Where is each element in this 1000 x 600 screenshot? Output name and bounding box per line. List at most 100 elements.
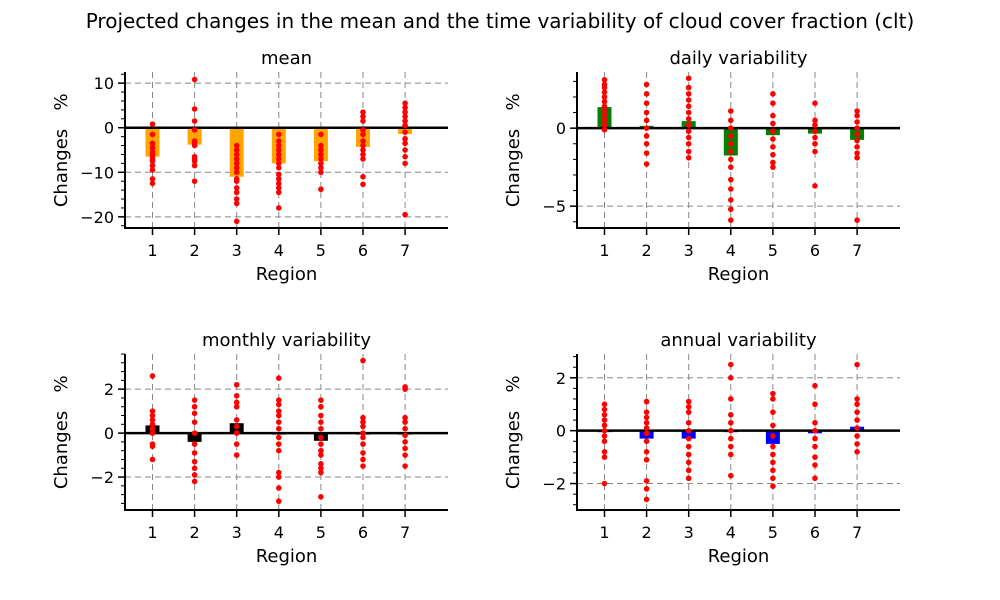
x-axis-label: Region [256, 264, 318, 285]
model-point [854, 125, 860, 131]
model-point [276, 156, 282, 162]
model-point [812, 427, 818, 434]
model-point [191, 465, 198, 472]
model-point [191, 106, 198, 112]
model-point [149, 162, 156, 169]
model-point [233, 417, 240, 423]
model-point [728, 396, 734, 402]
model-point [643, 109, 650, 116]
model-point [728, 117, 734, 124]
model-point [685, 140, 692, 147]
model-point [643, 409, 650, 415]
model-point [191, 397, 198, 403]
model-point [854, 417, 860, 423]
model-point [191, 178, 198, 184]
model-point [812, 454, 818, 460]
model-point [643, 496, 650, 503]
model-point [276, 189, 282, 196]
model-point [685, 467, 692, 474]
model-point [601, 480, 608, 487]
panel-title: annual variability [660, 330, 817, 351]
model-point [276, 131, 282, 138]
model-point [812, 401, 818, 408]
model-point [770, 409, 776, 415]
model-point [233, 156, 240, 162]
model-point [402, 439, 408, 445]
model-point [276, 151, 282, 158]
x-tick-label: 3 [232, 523, 242, 542]
model-point [643, 456, 650, 463]
model-point [233, 392, 240, 399]
model-point [233, 147, 240, 153]
x-tick-label: 4 [274, 523, 284, 542]
model-point [770, 483, 776, 490]
panel-title: daily variability [669, 48, 807, 69]
model-point [276, 441, 282, 447]
model-point [149, 430, 156, 436]
model-point [149, 167, 156, 173]
model-point [233, 160, 240, 167]
model-point [812, 117, 818, 124]
x-axis-label: Region [256, 546, 318, 567]
model-point [770, 390, 776, 397]
model-point [276, 474, 282, 480]
model-point [728, 435, 734, 442]
model-point [276, 375, 282, 381]
model-point [643, 419, 650, 426]
y-axis-unit: % [51, 375, 72, 392]
model-point [360, 109, 366, 115]
model-point [643, 161, 650, 167]
x-tick-label: 1 [599, 523, 609, 542]
model-point [360, 357, 366, 364]
model-point [854, 401, 860, 408]
model-point [601, 77, 608, 83]
model-point [318, 186, 324, 193]
model-point [233, 169, 240, 176]
model-point [601, 112, 608, 119]
model-point [149, 412, 156, 419]
model-point [233, 165, 240, 171]
model-point [854, 433, 860, 439]
model-point [360, 113, 366, 120]
model-point [770, 396, 776, 402]
model-point [191, 419, 198, 425]
model-point [276, 434, 282, 441]
model-point [601, 84, 608, 91]
x-tick-label: 3 [232, 241, 242, 260]
y-tick-label: −20 [80, 208, 114, 227]
model-point [233, 441, 240, 447]
model-point [402, 113, 408, 120]
model-point [360, 142, 366, 149]
model-point [360, 434, 366, 441]
model-point [360, 441, 366, 447]
model-point [643, 478, 650, 484]
model-point [643, 414, 650, 421]
model-point [318, 403, 324, 410]
model-point [854, 425, 860, 431]
bar-region-6 [356, 127, 370, 147]
model-point [854, 144, 860, 150]
model-point [402, 104, 408, 111]
model-point [728, 125, 734, 131]
x-tick-label: 2 [190, 241, 200, 260]
model-point [360, 118, 366, 124]
model-point [318, 156, 324, 162]
model-point [685, 155, 692, 161]
x-axis-label: Region [708, 264, 770, 285]
model-point [233, 185, 240, 191]
model-point [318, 419, 324, 425]
model-point [728, 140, 734, 147]
model-point [402, 100, 408, 106]
model-point [360, 414, 366, 421]
model-point [685, 419, 692, 426]
x-tick-label: 2 [642, 241, 652, 260]
model-point [318, 425, 324, 432]
model-point [685, 409, 692, 415]
model-point [318, 465, 324, 472]
model-point [233, 196, 240, 202]
model-point [276, 185, 282, 191]
model-point [643, 81, 650, 88]
model-point [233, 452, 240, 458]
model-point [233, 218, 240, 225]
